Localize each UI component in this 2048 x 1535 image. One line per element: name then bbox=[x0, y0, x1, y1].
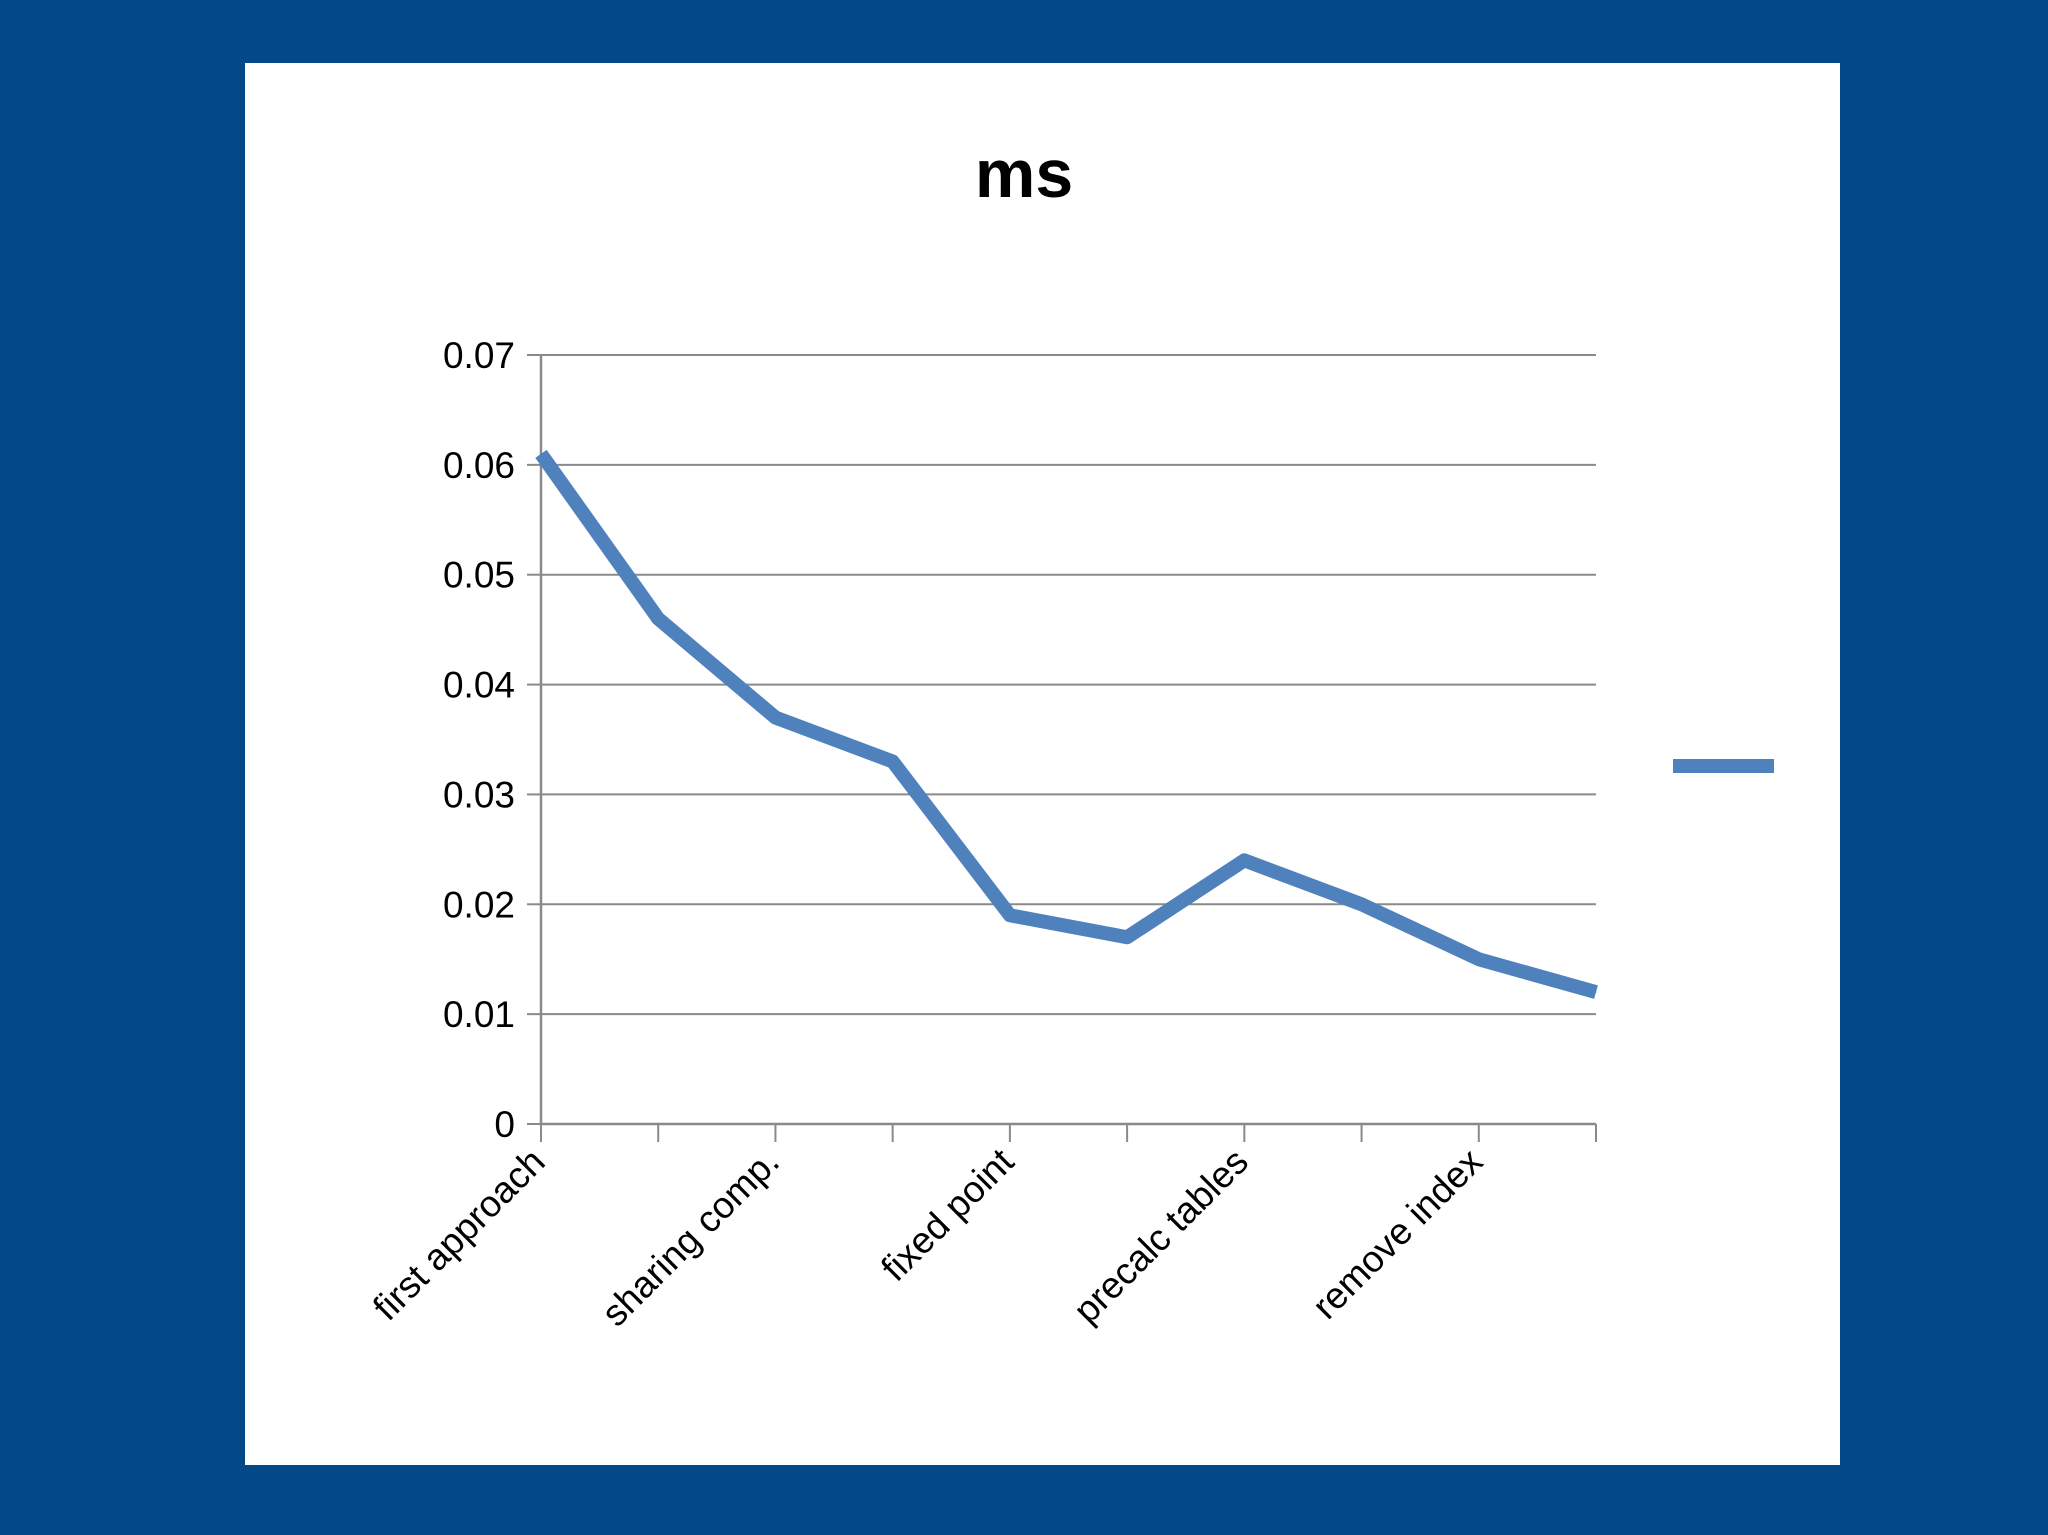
chart-title: ms bbox=[974, 136, 1074, 212]
x-tick-labels: first approach sharing comp. fixed point pr… bbox=[365, 1140, 1491, 1334]
x-tick-marks bbox=[540, 1124, 1597, 1142]
x-tick-label: remove index bbox=[1304, 1140, 1490, 1326]
y-tick-label: 0.01 bbox=[443, 994, 515, 1035]
y-tick-label: 0.05 bbox=[443, 555, 515, 596]
data-point bbox=[1126, 936, 1128, 938]
gridlines bbox=[541, 354, 1596, 1016]
y-tick-label: 0.03 bbox=[443, 774, 515, 815]
data-point bbox=[1361, 903, 1363, 905]
series-lines bbox=[535, 449, 1598, 999]
data-point bbox=[540, 453, 542, 455]
data-point bbox=[1243, 859, 1245, 861]
data-point bbox=[1009, 914, 1011, 916]
y-tick-label: 0.07 bbox=[443, 335, 515, 376]
axes bbox=[527, 354, 1596, 1126]
series-line bbox=[535, 449, 1598, 999]
data-point bbox=[1595, 991, 1597, 993]
y-tick-label: 0.06 bbox=[443, 445, 515, 486]
data-point bbox=[892, 760, 894, 762]
data-point bbox=[657, 618, 659, 620]
x-tick-label: fixed point bbox=[873, 1140, 1022, 1289]
y-tick-label: 0.04 bbox=[443, 665, 515, 706]
data-point bbox=[1478, 958, 1480, 960]
x-tick-label: first approach bbox=[365, 1141, 553, 1329]
y-tick-label: 0 bbox=[494, 1104, 515, 1145]
y-tick-labels: 0 0.01 0.02 0.03 0.04 0.05 0.06 0.07 bbox=[443, 335, 515, 1145]
chart-panel bbox=[245, 63, 1840, 1465]
x-tick-label: precalc tables bbox=[1066, 1141, 1256, 1331]
x-tick-label: sharing comp. bbox=[594, 1141, 787, 1334]
y-tick-label: 0.02 bbox=[443, 884, 515, 925]
data-point bbox=[774, 717, 776, 719]
